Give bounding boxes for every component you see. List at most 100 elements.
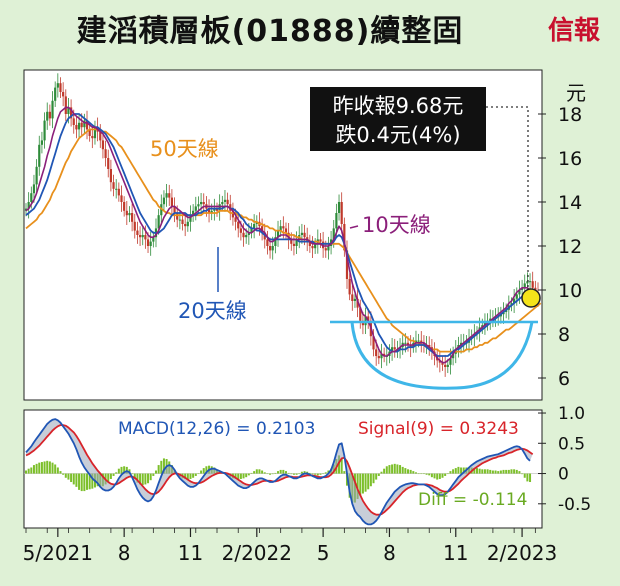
candle-body (428, 345, 431, 348)
candle-body (141, 235, 144, 238)
diff-bar (35, 463, 38, 474)
candle-body (107, 158, 110, 169)
diff-bar (338, 455, 341, 474)
diff-bar (407, 469, 410, 474)
candle-body (115, 188, 118, 190)
diff-bar (486, 469, 489, 474)
candle-body (40, 140, 44, 145)
diff-label: Diff = -0.114 (418, 490, 527, 510)
diff-bar (460, 467, 463, 474)
candle-body (308, 241, 311, 246)
diff-bar (292, 473, 295, 475)
candle-body (441, 362, 444, 365)
diff-bar (40, 462, 43, 474)
diff-bar (147, 473, 150, 484)
candle-body (30, 193, 33, 202)
price-y-tick-label: 14 (558, 192, 582, 214)
candle-body (184, 224, 187, 227)
candle-body (131, 213, 134, 222)
candle-body (290, 239, 293, 244)
diff-bar (452, 469, 455, 474)
candle-body (51, 100, 54, 119)
diff-bar (396, 464, 399, 474)
diff-bar (300, 471, 303, 474)
candle-body (250, 228, 253, 233)
diff-bar (154, 470, 157, 474)
candle-body (383, 353, 386, 356)
diff-bar (428, 473, 431, 476)
candle-body (199, 202, 203, 205)
diff-bar (54, 464, 57, 474)
candle-body (80, 122, 83, 128)
diff-bar (412, 471, 415, 474)
candle-body (417, 340, 420, 342)
last-price-highlight (521, 288, 541, 308)
diff-bar (290, 473, 293, 475)
candle-body (348, 279, 351, 295)
diff-bar (266, 473, 269, 475)
candle-body (372, 336, 375, 350)
candle-body (123, 202, 126, 211)
diff-bar (322, 473, 325, 475)
candle-body (93, 127, 97, 139)
diff-bar (502, 469, 505, 474)
candle-body (438, 360, 441, 363)
signal-label: Signal(9) = 0.3243 (358, 419, 519, 439)
candle-body (62, 92, 65, 97)
diff-bar (295, 473, 298, 475)
diff-bar (491, 470, 494, 474)
diff-bar (422, 473, 425, 475)
diff-bar (436, 473, 439, 480)
diff-bar (83, 473, 86, 492)
diff-bar (367, 473, 370, 490)
chart-title: 建滔積層板(01888)續整固 (76, 14, 464, 49)
candle-body (319, 239, 322, 242)
candle-body (295, 239, 298, 246)
diff-bar (48, 461, 51, 474)
diff-bar (375, 473, 378, 480)
candle-body (292, 243, 296, 246)
diff-bar (189, 473, 192, 479)
diff-bar (409, 469, 412, 474)
candle-body (390, 347, 394, 352)
candle-body (125, 210, 128, 216)
candle-body (489, 318, 492, 321)
candle-body (353, 298, 357, 301)
candle-body (282, 226, 285, 229)
candle-body (459, 342, 463, 345)
diff-bar (401, 466, 404, 474)
candle-body (88, 129, 91, 136)
diff-bar (433, 473, 436, 479)
diff-bar (311, 473, 314, 475)
candle-body (406, 342, 410, 345)
candle-body (284, 228, 288, 233)
macd-y-tick-label: 1.0 (558, 404, 585, 424)
macd-y-tick-label: 0 (558, 465, 569, 485)
diff-bar (287, 472, 290, 474)
candle-body (152, 237, 155, 242)
diff-bar (80, 473, 83, 492)
candle-body (72, 118, 75, 125)
candle-body (218, 204, 221, 211)
diff-bar (438, 473, 441, 479)
diff-bar (202, 468, 205, 474)
callout-box (310, 87, 486, 151)
diff-bar (359, 473, 362, 496)
candle-body (149, 241, 152, 246)
diff-bar (473, 468, 476, 474)
candle-body (375, 349, 378, 356)
candle-body (157, 215, 160, 229)
diff-bar (324, 472, 327, 474)
candle-body (409, 345, 412, 348)
diff-bar (526, 473, 529, 482)
diff-bar (64, 473, 67, 478)
candle-body (239, 228, 242, 233)
diff-bar (510, 469, 513, 474)
candle-body (133, 221, 136, 231)
candle-body (266, 239, 269, 246)
candle-body (513, 298, 516, 304)
price-y-tick-label: 6 (558, 368, 570, 390)
diff-bar (30, 467, 33, 474)
macd-y-tick-label: 0.5 (558, 434, 585, 454)
